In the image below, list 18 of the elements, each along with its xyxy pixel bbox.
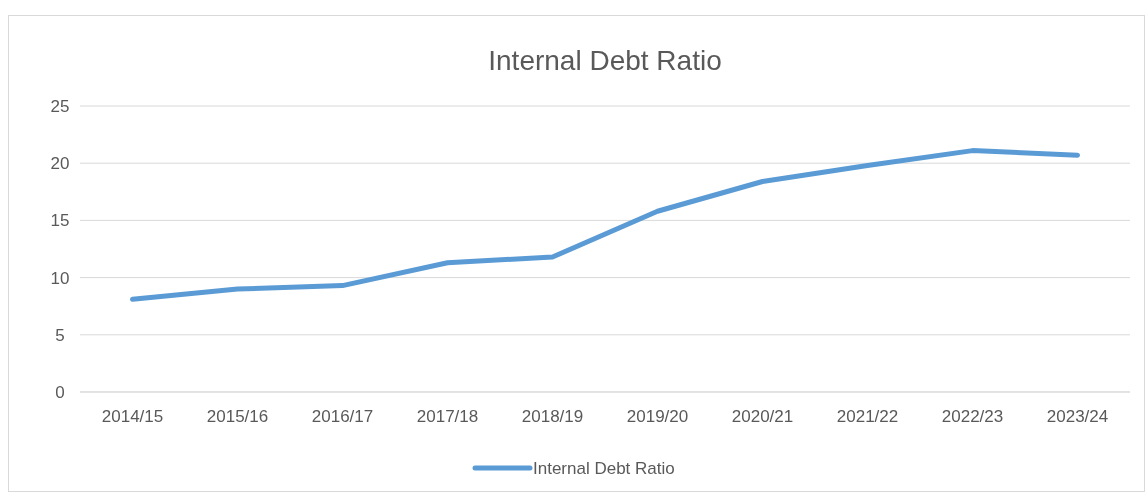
x-tick-label: 2022/23 bbox=[941, 407, 1004, 426]
x-tick-label: 2019/20 bbox=[626, 407, 689, 426]
y-tick-label: 25 bbox=[50, 96, 70, 116]
y-tick-label: 20 bbox=[50, 154, 70, 174]
x-tick-label: 2017/18 bbox=[416, 407, 479, 426]
x-tick-label: 2018/19 bbox=[521, 407, 584, 426]
y-tick-label: 15 bbox=[50, 211, 70, 231]
x-tick-label: 2015/16 bbox=[206, 407, 269, 426]
x-tick-label: 2023/24 bbox=[1046, 407, 1109, 426]
legend-label: Internal Debt Ratio bbox=[533, 458, 675, 478]
x-tick-label: 2014/15 bbox=[101, 407, 164, 426]
y-tick-label: 5 bbox=[55, 325, 65, 345]
x-tick-label: 2021/22 bbox=[836, 407, 899, 426]
x-tick-label: 2016/17 bbox=[311, 407, 374, 426]
y-tick-label: 10 bbox=[50, 268, 70, 288]
y-tick-label: 0 bbox=[55, 382, 65, 402]
chart-title: Internal Debt Ratio bbox=[488, 45, 722, 76]
x-tick-label: 2020/21 bbox=[731, 407, 794, 426]
